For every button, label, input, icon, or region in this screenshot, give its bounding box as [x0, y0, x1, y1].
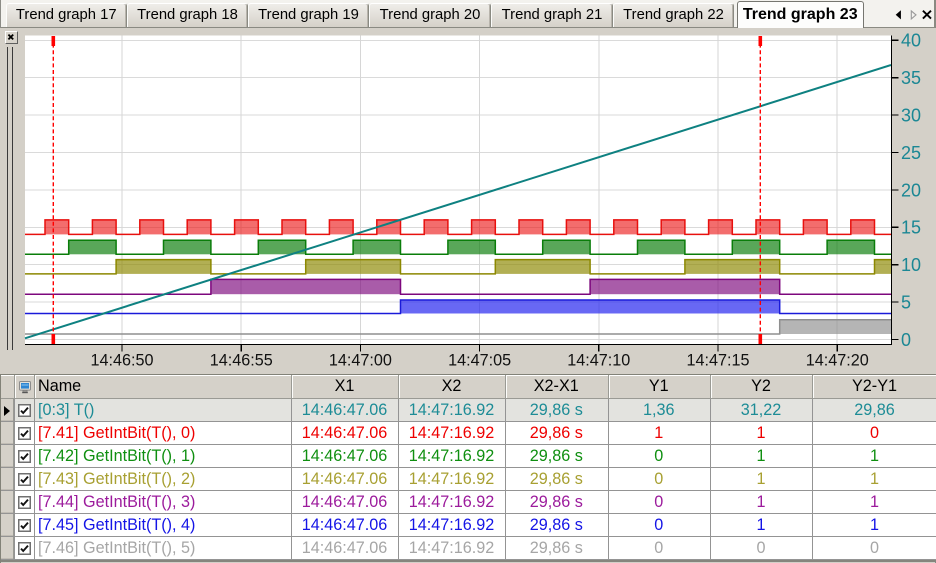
svg-text:14:47:00: 14:47:00 [329, 351, 392, 369]
svg-text:30: 30 [901, 106, 921, 126]
svg-text:0: 0 [901, 330, 911, 350]
svg-text:14:46:55: 14:46:55 [210, 351, 273, 369]
svg-text:40: 40 [901, 31, 921, 51]
svg-text:14:47:10: 14:47:10 [567, 351, 630, 369]
svg-text:14:47:15: 14:47:15 [686, 351, 749, 369]
svg-text:14:47:05: 14:47:05 [448, 351, 511, 369]
svg-text:10: 10 [901, 255, 921, 275]
svg-text:25: 25 [901, 143, 921, 163]
svg-text:14:47:20: 14:47:20 [806, 351, 869, 369]
svg-text:14:46:50: 14:46:50 [90, 351, 153, 369]
svg-text:35: 35 [901, 68, 921, 88]
svg-text:5: 5 [901, 293, 911, 313]
svg-text:15: 15 [901, 218, 921, 238]
svg-text:20: 20 [901, 180, 921, 200]
